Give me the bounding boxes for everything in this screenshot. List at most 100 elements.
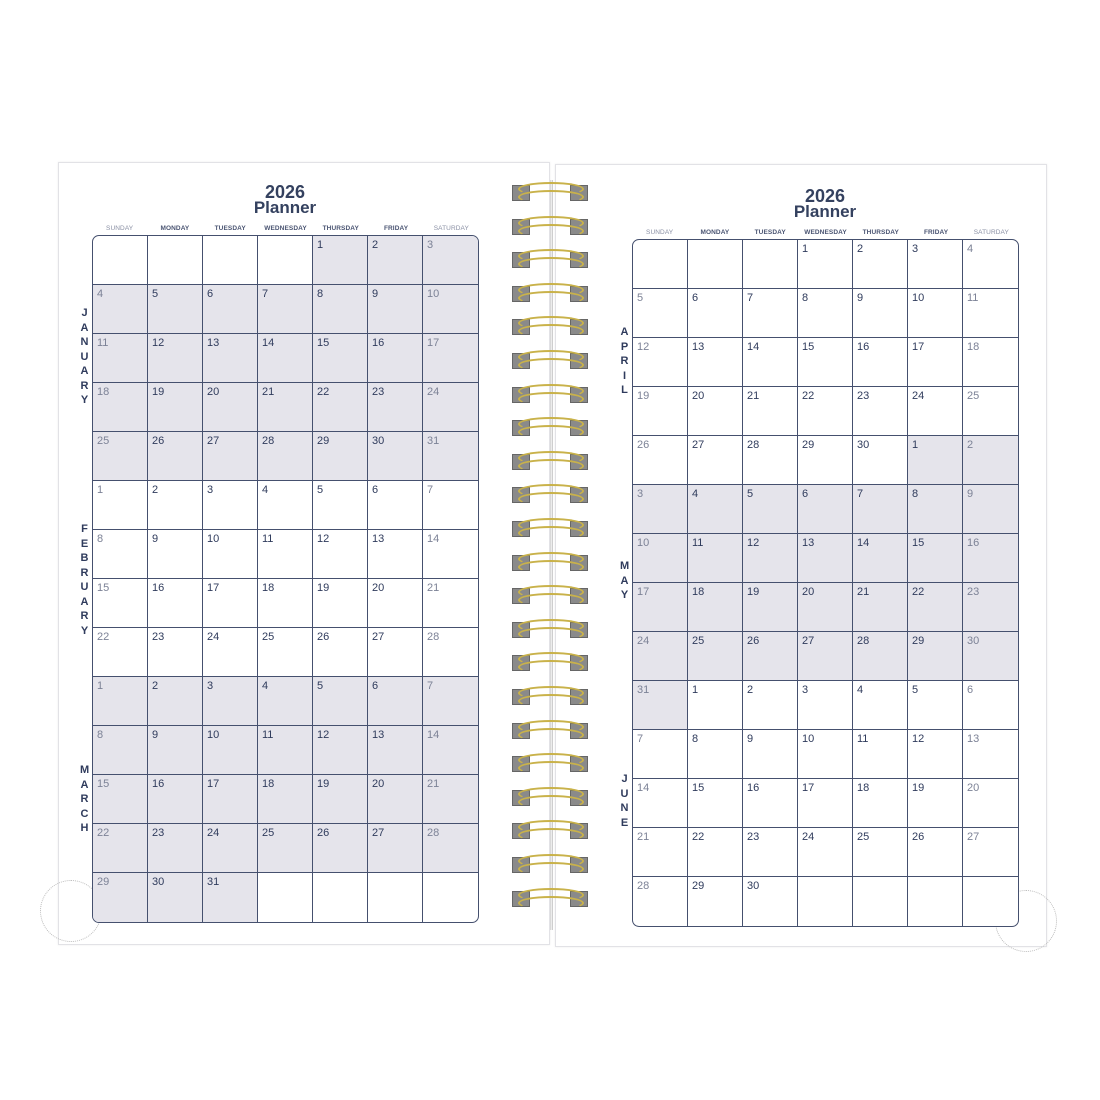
day-cell[interactable]: 14 xyxy=(743,338,798,387)
day-cell[interactable]: 27 xyxy=(798,632,853,681)
day-cell[interactable] xyxy=(853,877,908,926)
day-cell[interactable]: 12 xyxy=(148,334,203,383)
day-cell[interactable]: 22 xyxy=(798,387,853,436)
day-cell[interactable]: 22 xyxy=(93,628,148,677)
day-cell[interactable]: 22 xyxy=(93,824,148,873)
day-cell[interactable]: 30 xyxy=(148,873,203,922)
day-cell[interactable]: 3 xyxy=(423,236,478,285)
day-cell[interactable]: 2 xyxy=(853,240,908,289)
day-cell[interactable]: 19 xyxy=(743,583,798,632)
day-cell[interactable]: 2 xyxy=(963,436,1018,485)
day-cell[interactable]: 22 xyxy=(313,383,368,432)
day-cell[interactable]: 19 xyxy=(633,387,688,436)
day-cell[interactable]: 25 xyxy=(258,628,313,677)
day-cell[interactable]: 21 xyxy=(853,583,908,632)
day-cell[interactable]: 3 xyxy=(633,485,688,534)
day-cell[interactable]: 28 xyxy=(258,432,313,481)
day-cell[interactable]: 10 xyxy=(633,534,688,583)
day-cell[interactable]: 9 xyxy=(368,285,423,334)
day-cell[interactable]: 10 xyxy=(203,726,258,775)
day-cell[interactable]: 26 xyxy=(908,828,963,877)
day-cell[interactable]: 6 xyxy=(798,485,853,534)
day-cell[interactable]: 4 xyxy=(258,677,313,726)
day-cell[interactable] xyxy=(963,877,1018,926)
day-cell[interactable]: 12 xyxy=(313,530,368,579)
day-cell[interactable]: 8 xyxy=(93,530,148,579)
day-cell[interactable]: 12 xyxy=(908,730,963,779)
day-cell[interactable]: 11 xyxy=(853,730,908,779)
day-cell[interactable]: 23 xyxy=(148,628,203,677)
day-cell[interactable]: 14 xyxy=(853,534,908,583)
day-cell[interactable] xyxy=(93,236,148,285)
day-cell[interactable]: 18 xyxy=(688,583,743,632)
day-cell[interactable]: 18 xyxy=(853,779,908,828)
day-cell[interactable]: 16 xyxy=(368,334,423,383)
day-cell[interactable]: 17 xyxy=(203,775,258,824)
day-cell[interactable]: 20 xyxy=(963,779,1018,828)
day-cell[interactable]: 16 xyxy=(148,775,203,824)
day-cell[interactable]: 13 xyxy=(368,530,423,579)
day-cell[interactable]: 1 xyxy=(313,236,368,285)
day-cell[interactable]: 15 xyxy=(908,534,963,583)
day-cell[interactable]: 24 xyxy=(203,628,258,677)
day-cell[interactable]: 11 xyxy=(258,726,313,775)
day-cell[interactable]: 11 xyxy=(258,530,313,579)
day-cell[interactable]: 24 xyxy=(203,824,258,873)
day-cell[interactable]: 23 xyxy=(963,583,1018,632)
day-cell[interactable]: 8 xyxy=(688,730,743,779)
day-cell[interactable]: 25 xyxy=(93,432,148,481)
day-cell[interactable]: 1 xyxy=(908,436,963,485)
day-cell[interactable]: 12 xyxy=(633,338,688,387)
day-cell[interactable]: 30 xyxy=(853,436,908,485)
day-cell[interactable]: 21 xyxy=(743,387,798,436)
day-cell[interactable]: 27 xyxy=(368,824,423,873)
day-cell[interactable]: 29 xyxy=(908,632,963,681)
day-cell[interactable]: 10 xyxy=(423,285,478,334)
day-cell[interactable]: 19 xyxy=(313,775,368,824)
day-cell[interactable]: 30 xyxy=(743,877,798,926)
day-cell[interactable]: 27 xyxy=(368,628,423,677)
day-cell[interactable]: 24 xyxy=(633,632,688,681)
day-cell[interactable]: 19 xyxy=(148,383,203,432)
day-cell[interactable]: 30 xyxy=(368,432,423,481)
day-cell[interactable]: 10 xyxy=(203,530,258,579)
day-cell[interactable]: 5 xyxy=(313,481,368,530)
day-cell[interactable]: 28 xyxy=(853,632,908,681)
day-cell[interactable]: 16 xyxy=(963,534,1018,583)
day-cell[interactable]: 31 xyxy=(633,681,688,730)
day-cell[interactable]: 26 xyxy=(148,432,203,481)
day-cell[interactable] xyxy=(908,877,963,926)
day-cell[interactable]: 6 xyxy=(368,481,423,530)
day-cell[interactable]: 28 xyxy=(423,824,478,873)
day-cell[interactable]: 16 xyxy=(853,338,908,387)
day-cell[interactable]: 7 xyxy=(743,289,798,338)
day-cell[interactable]: 15 xyxy=(798,338,853,387)
day-cell[interactable]: 13 xyxy=(963,730,1018,779)
day-cell[interactable]: 2 xyxy=(743,681,798,730)
day-cell[interactable]: 26 xyxy=(743,632,798,681)
day-cell[interactable]: 5 xyxy=(148,285,203,334)
day-cell[interactable]: 4 xyxy=(963,240,1018,289)
day-cell[interactable]: 29 xyxy=(93,873,148,922)
day-cell[interactable]: 13 xyxy=(203,334,258,383)
day-cell[interactable]: 25 xyxy=(688,632,743,681)
day-cell[interactable]: 7 xyxy=(423,481,478,530)
day-cell[interactable]: 4 xyxy=(93,285,148,334)
day-cell[interactable]: 23 xyxy=(743,828,798,877)
day-cell[interactable]: 12 xyxy=(743,534,798,583)
day-cell[interactable]: 8 xyxy=(798,289,853,338)
day-cell[interactable] xyxy=(743,240,798,289)
day-cell[interactable]: 30 xyxy=(963,632,1018,681)
day-cell[interactable]: 20 xyxy=(688,387,743,436)
day-cell[interactable]: 2 xyxy=(148,481,203,530)
day-cell[interactable]: 25 xyxy=(853,828,908,877)
day-cell[interactable]: 28 xyxy=(633,877,688,926)
day-cell[interactable]: 26 xyxy=(313,628,368,677)
day-cell[interactable]: 31 xyxy=(203,873,258,922)
day-cell[interactable]: 17 xyxy=(423,334,478,383)
day-cell[interactable]: 24 xyxy=(423,383,478,432)
day-cell[interactable] xyxy=(258,236,313,285)
day-cell[interactable]: 21 xyxy=(423,775,478,824)
day-cell[interactable]: 17 xyxy=(908,338,963,387)
day-cell[interactable]: 5 xyxy=(313,677,368,726)
